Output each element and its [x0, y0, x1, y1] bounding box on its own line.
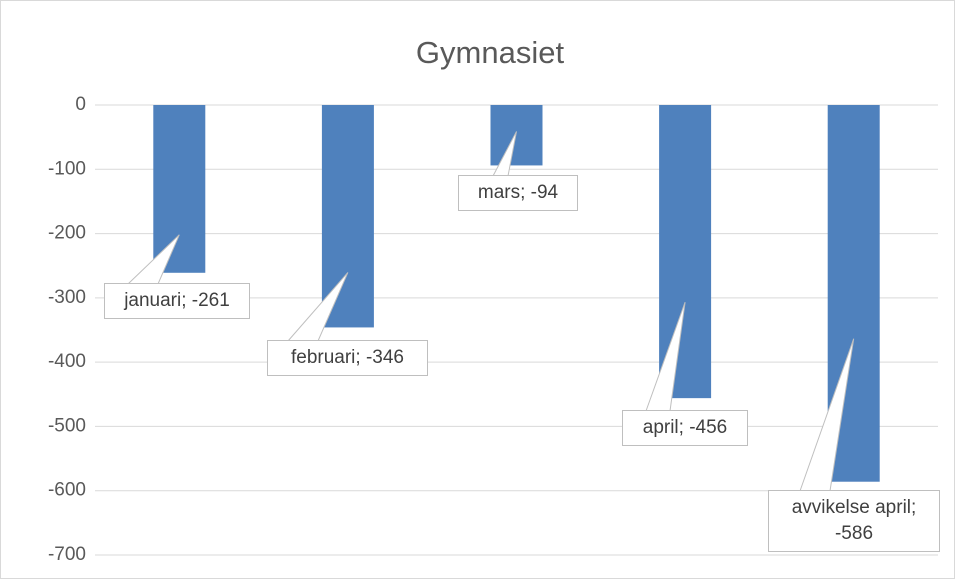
data-label: januari; -261: [104, 283, 250, 319]
bar: [321, 105, 374, 328]
data-label: april; -456: [622, 410, 748, 446]
data-label: februari; -346: [267, 340, 428, 376]
y-tick-label: -400: [48, 351, 86, 372]
y-tick-label: -300: [48, 287, 86, 308]
bar: [153, 105, 206, 273]
bar: [490, 105, 543, 166]
y-tick-label: -200: [48, 223, 86, 244]
y-tick-label: -500: [48, 415, 86, 436]
chart-title: Gymnasiet: [416, 35, 565, 70]
data-label: mars; -94: [458, 175, 578, 211]
y-tick-label: 0: [75, 94, 86, 115]
data-label: avvikelse april; -586: [768, 490, 940, 552]
y-tick-label: -600: [48, 480, 86, 501]
y-tick-label: -100: [48, 158, 86, 179]
y-tick-label: -700: [48, 544, 86, 565]
